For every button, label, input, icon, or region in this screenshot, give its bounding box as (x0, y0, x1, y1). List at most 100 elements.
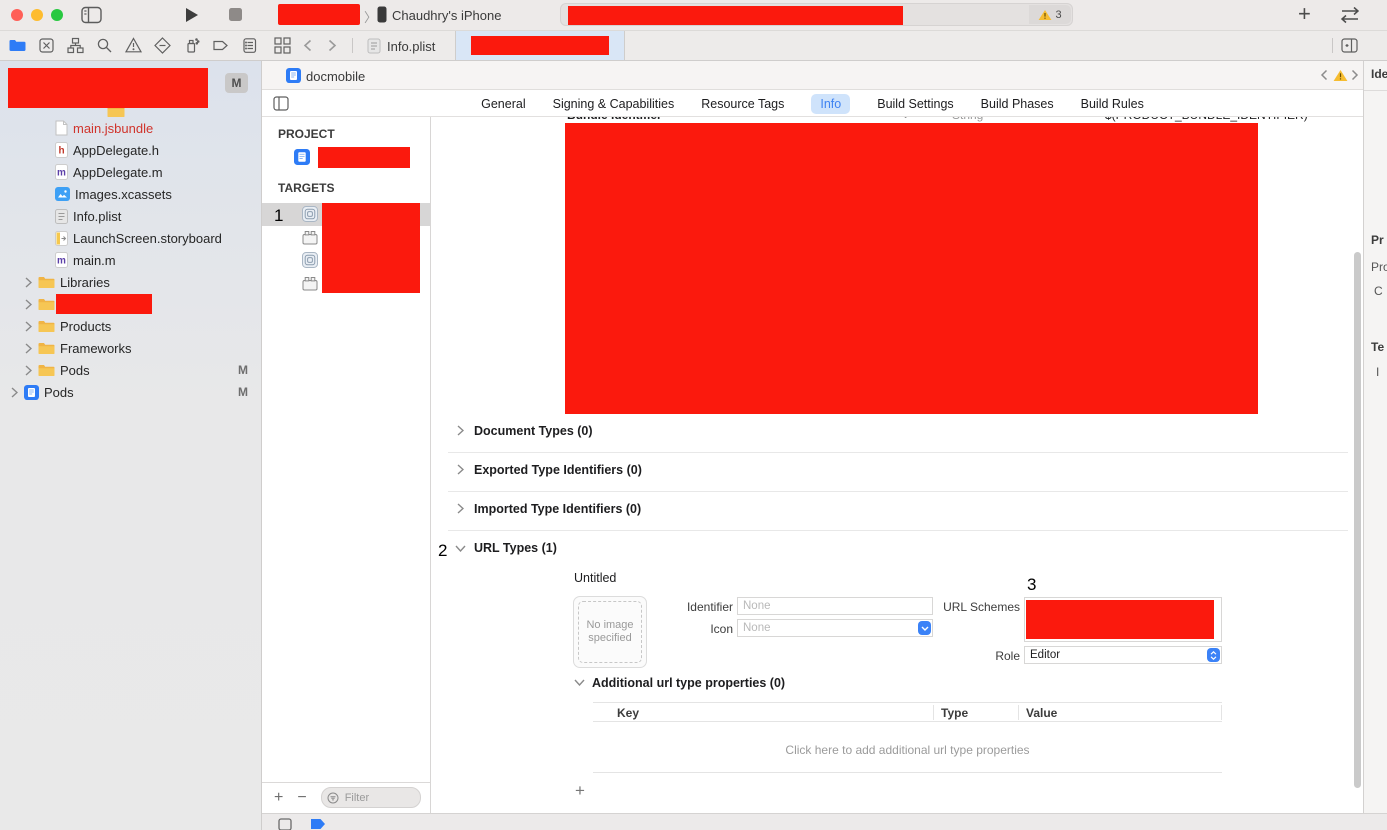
library-add-button[interactable]: + (1298, 1, 1311, 26)
chevron-right-icon[interactable] (25, 364, 32, 376)
project-navigator-icon[interactable] (8, 36, 27, 55)
folder-icon (38, 298, 55, 311)
tab-build-phases[interactable]: Build Phases (980, 96, 1054, 111)
hide-debug-area-icon[interactable] (278, 818, 292, 830)
xcodeproj-icon (24, 384, 39, 400)
icon-label: Icon (710, 622, 733, 636)
zoom-window-button[interactable] (51, 9, 63, 21)
stop-button[interactable] (229, 8, 242, 21)
icon-dropdown-button[interactable] (918, 621, 931, 635)
group-row-frameworks[interactable]: Frameworks (0, 337, 262, 359)
chevron-down-icon[interactable] (574, 679, 585, 686)
tab-signing-capabilities[interactable]: Signing & Capabilities (552, 96, 675, 111)
tab-info-active[interactable]: Info (811, 93, 851, 114)
run-destination-label[interactable]: Chaudhry's iPhone (392, 8, 502, 23)
breakpoints-toggle-icon[interactable] (310, 818, 326, 830)
chevron-down-icon: ⌄ (901, 117, 910, 121)
section-imported-type-identifiers[interactable]: Imported Type Identifiers (0) (474, 502, 642, 516)
column-divider (1018, 705, 1019, 720)
remove-target-button[interactable]: − (297, 788, 307, 806)
chevron-right-icon[interactable] (457, 425, 464, 436)
group-row-libraries[interactable]: Libraries (0, 271, 262, 293)
identifier-input[interactable] (737, 597, 933, 615)
chevron-right-icon[interactable] (25, 276, 32, 288)
file-row-appdelegate-h[interactable]: h AppDelegate.h (0, 139, 262, 161)
report-navigator-icon[interactable] (240, 36, 259, 55)
issues-badge[interactable]: 3 (1029, 5, 1071, 24)
tab-build-rules[interactable]: Build Rules (1080, 96, 1144, 111)
xcassets-icon (55, 187, 70, 201)
activity-view: 3 (560, 3, 1073, 26)
warning-icon (1333, 69, 1348, 82)
additional-properties-header[interactable]: Additional url type properties (0) (592, 676, 786, 690)
project-row-pods[interactable]: Pods M (0, 381, 262, 403)
find-navigator-icon[interactable] (95, 36, 114, 55)
section-document-types[interactable]: Document Types (0) (474, 424, 593, 438)
file-row-launchscreen[interactable]: LaunchScreen.storyboard (0, 227, 262, 249)
modified-badge: M (225, 73, 248, 93)
properties-table-header: Key Type Value (593, 702, 1222, 722)
chevron-right-icon[interactable] (457, 503, 464, 514)
section-url-types[interactable]: URL Types (1) (474, 541, 557, 555)
add-editor-icon[interactable] (1341, 38, 1358, 53)
tab-general[interactable]: General (481, 96, 526, 111)
run-button[interactable] (185, 7, 199, 23)
tab-resource-tags[interactable]: Resource Tags (701, 96, 785, 111)
group-row-pods[interactable]: Pods M (0, 359, 262, 381)
issue-navigator-icon[interactable] (124, 36, 143, 55)
chevron-down-icon[interactable] (455, 545, 466, 552)
related-items-icon[interactable] (274, 37, 291, 54)
url-schemes-field[interactable] (1024, 597, 1222, 642)
next-issue-button[interactable] (1351, 69, 1359, 81)
tab-build-settings[interactable]: Build Settings (877, 96, 954, 111)
file-row-images-xcassets[interactable]: Images.xcassets (0, 183, 262, 205)
targets-filter-field[interactable] (320, 787, 421, 808)
previous-issue-button[interactable] (1320, 69, 1328, 81)
vertical-scrollbar[interactable] (1354, 252, 1361, 788)
close-window-button[interactable] (11, 9, 23, 21)
chevron-right-icon[interactable] (457, 464, 464, 475)
tab-selected[interactable] (455, 31, 625, 60)
file-row-appdelegate-m[interactable]: m AppDelegate.m (0, 161, 262, 183)
jump-bar-project[interactable]: docmobile (306, 69, 366, 84)
file-row-info-plist[interactable]: Info.plist (0, 205, 262, 227)
debug-navigator-icon[interactable] (182, 36, 201, 55)
add-property-button[interactable]: + (575, 781, 585, 800)
source-control-navigator-icon[interactable] (37, 36, 56, 55)
group-row-products[interactable]: Products (0, 315, 262, 337)
group-row-redacted[interactable] (0, 293, 262, 315)
project-item[interactable] (262, 145, 430, 168)
icon-combo[interactable]: None (737, 619, 933, 637)
empty-properties-hint[interactable]: Click here to add additional url type pr… (785, 743, 1030, 757)
section-exported-type-identifiers[interactable]: Exported Type Identifiers (0) (474, 463, 642, 477)
file-row-main-jsbundle[interactable]: main.jsbundle (0, 117, 262, 139)
role-select[interactable]: Editor (1024, 646, 1222, 664)
url-type-image-well[interactable]: No image specified (573, 596, 647, 668)
value-column-header[interactable]: Value (1026, 706, 1058, 720)
hide-project-sidebar-icon[interactable] (273, 96, 289, 111)
scheme-selector-redacted[interactable] (278, 4, 360, 25)
inspector-section-label: Pr (1371, 233, 1384, 247)
editor-swap-icon[interactable] (1338, 6, 1362, 24)
role-stepper-button[interactable] (1207, 648, 1220, 662)
chevron-right-icon[interactable] (25, 320, 32, 332)
toggle-navigator-icon[interactable] (81, 6, 102, 24)
warning-icon (1038, 9, 1052, 21)
add-target-button[interactable]: + (274, 788, 284, 806)
chevron-right-icon[interactable] (25, 298, 32, 310)
tab-info-plist[interactable]: Info.plist (387, 39, 436, 54)
chevron-right-icon[interactable] (25, 342, 32, 354)
file-row-main-m[interactable]: m main.m (0, 249, 262, 271)
key-column-header[interactable]: Key (617, 706, 640, 720)
test-navigator-icon[interactable] (153, 36, 172, 55)
navigator-selection-redacted[interactable] (8, 68, 208, 108)
back-button[interactable] (303, 39, 312, 52)
chevron-right-icon[interactable] (11, 386, 18, 398)
table-bottom-divider (593, 772, 1222, 773)
filter-input[interactable] (342, 790, 411, 805)
breakpoint-navigator-icon[interactable] (211, 36, 230, 55)
forward-button[interactable] (328, 39, 337, 52)
type-column-header[interactable]: Type (941, 706, 969, 720)
symbol-navigator-icon[interactable] (66, 36, 85, 55)
minimize-window-button[interactable] (31, 9, 43, 21)
